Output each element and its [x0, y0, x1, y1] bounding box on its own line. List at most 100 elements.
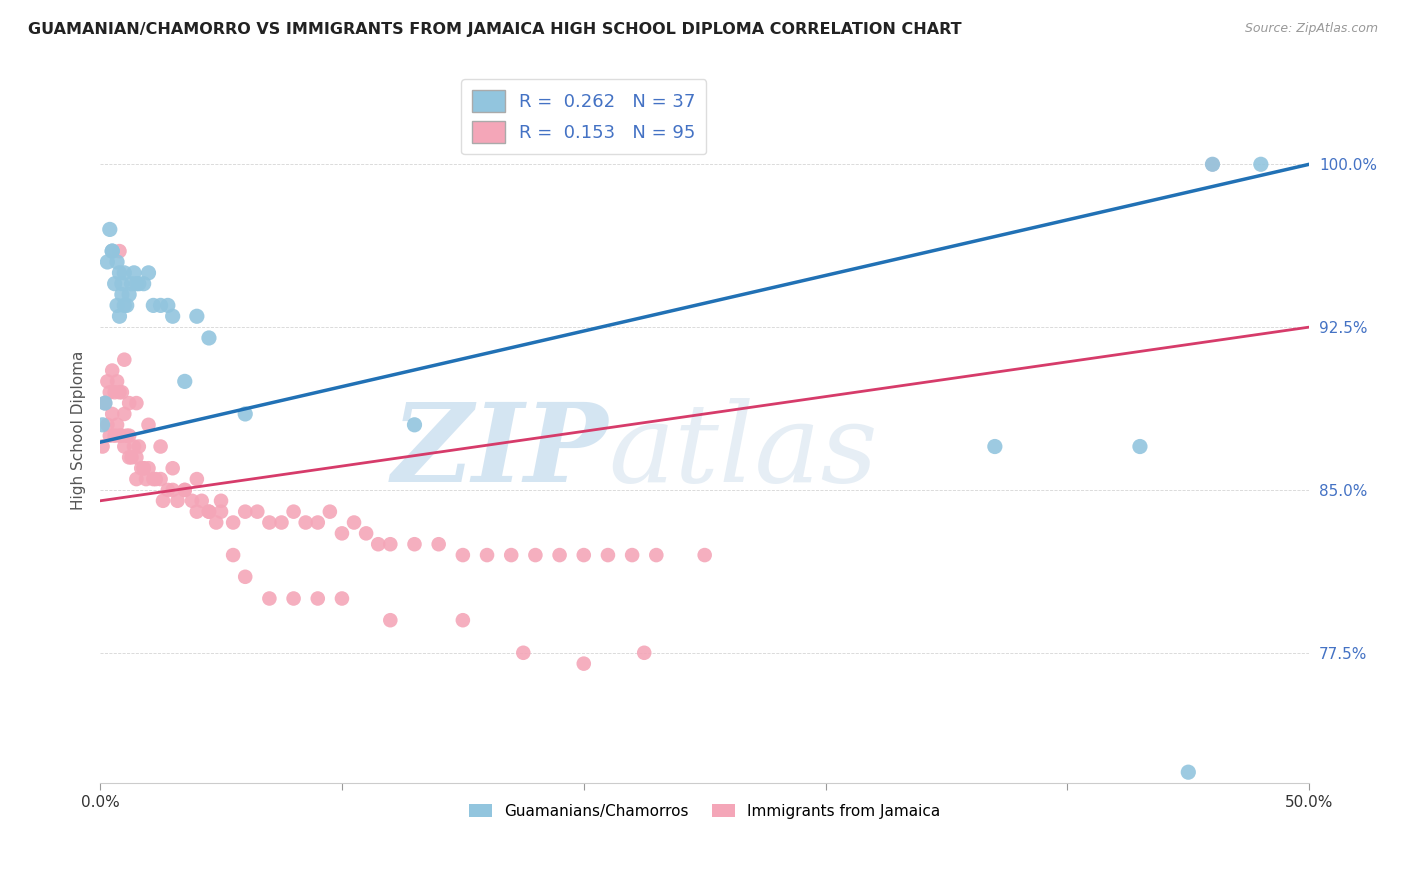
Point	[111, 287, 134, 301]
Point	[91, 417, 114, 432]
Point	[181, 493, 204, 508]
Point	[101, 407, 124, 421]
Point	[330, 591, 353, 606]
Point	[121, 277, 143, 291]
Point	[166, 493, 188, 508]
Point	[198, 505, 221, 519]
Point	[343, 516, 366, 530]
Point	[173, 483, 195, 497]
Point	[138, 417, 160, 432]
Point	[162, 461, 184, 475]
Point	[1177, 765, 1199, 780]
Point	[101, 244, 124, 259]
Point	[142, 472, 165, 486]
Point	[246, 505, 269, 519]
Point	[524, 548, 547, 562]
Point	[354, 526, 377, 541]
Point	[233, 407, 256, 421]
Point	[512, 646, 534, 660]
Point	[259, 591, 281, 606]
Text: Source: ZipAtlas.com: Source: ZipAtlas.com	[1244, 22, 1378, 36]
Point	[108, 266, 131, 280]
Point	[548, 548, 571, 562]
Point	[111, 277, 134, 291]
Point	[98, 428, 121, 442]
Point	[132, 461, 155, 475]
Point	[125, 396, 148, 410]
Point	[205, 516, 228, 530]
Point	[152, 493, 174, 508]
Point	[1201, 157, 1223, 171]
Point	[1201, 157, 1223, 171]
Point	[984, 440, 1007, 454]
Point	[111, 428, 134, 442]
Point	[149, 472, 172, 486]
Point	[105, 375, 128, 389]
Point	[186, 505, 208, 519]
Point	[404, 537, 426, 551]
Point	[222, 516, 245, 530]
Point	[105, 255, 128, 269]
Point	[115, 298, 138, 312]
Point	[118, 428, 141, 442]
Point	[186, 310, 208, 324]
Point	[118, 287, 141, 301]
Point	[104, 428, 127, 442]
Point	[173, 483, 195, 497]
Y-axis label: High School Diploma: High School Diploma	[72, 351, 86, 510]
Legend: Guamanians/Chamorros, Immigrants from Jamaica: Guamanians/Chamorros, Immigrants from Ja…	[463, 797, 946, 825]
Point	[98, 222, 121, 236]
Point	[138, 266, 160, 280]
Point	[112, 440, 135, 454]
Point	[115, 428, 138, 442]
Point	[693, 548, 716, 562]
Point	[233, 505, 256, 519]
Point	[572, 548, 595, 562]
Point	[307, 516, 329, 530]
Point	[122, 440, 145, 454]
Point	[198, 505, 221, 519]
Point	[112, 352, 135, 367]
Point	[105, 417, 128, 432]
Point	[186, 472, 208, 486]
Point	[149, 298, 172, 312]
Point	[125, 277, 148, 291]
Point	[645, 548, 668, 562]
Point	[501, 548, 523, 562]
Text: atlas: atlas	[607, 398, 877, 505]
Point	[122, 266, 145, 280]
Point	[104, 277, 127, 291]
Point	[451, 548, 474, 562]
Point	[132, 461, 155, 475]
Point	[173, 375, 195, 389]
Point	[294, 516, 316, 530]
Point	[404, 417, 426, 432]
Point	[209, 505, 232, 519]
Point	[98, 385, 121, 400]
Point	[112, 407, 135, 421]
Point	[132, 277, 155, 291]
Point	[138, 461, 160, 475]
Point	[380, 613, 402, 627]
Point	[190, 493, 212, 508]
Point	[129, 461, 152, 475]
Point	[283, 505, 305, 519]
Point	[633, 646, 655, 660]
Point	[283, 591, 305, 606]
Point	[118, 450, 141, 465]
Point	[112, 266, 135, 280]
Point	[367, 537, 389, 551]
Point	[108, 244, 131, 259]
Point	[118, 396, 141, 410]
Point	[222, 548, 245, 562]
Point	[135, 472, 157, 486]
Point	[270, 516, 292, 530]
Point	[1129, 440, 1152, 454]
Point	[94, 396, 117, 410]
Point	[112, 298, 135, 312]
Point	[94, 396, 117, 410]
Point	[621, 548, 644, 562]
Text: ZIP: ZIP	[391, 398, 607, 505]
Point	[101, 244, 124, 259]
Point	[128, 440, 150, 454]
